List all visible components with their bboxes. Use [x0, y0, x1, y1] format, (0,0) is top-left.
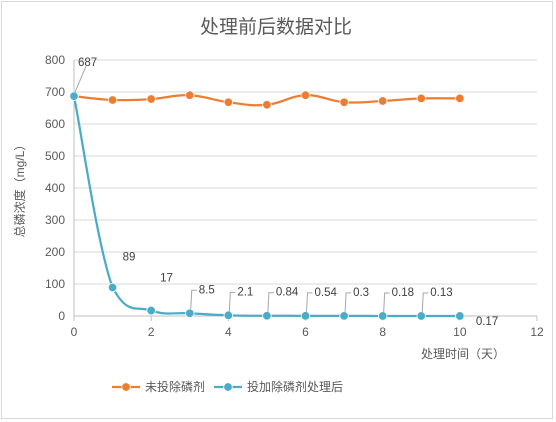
data-label-leader	[190, 289, 197, 310]
y-tick-label: 600	[45, 117, 65, 131]
series-group	[69, 90, 465, 321]
y-tick-label: 400	[45, 181, 65, 195]
data-label: 0.54	[315, 287, 338, 299]
series-1-point	[300, 90, 311, 100]
y-tick-label: 300	[45, 213, 65, 227]
data-label: 0.13	[430, 287, 452, 299]
x-tick-label: 0	[71, 325, 78, 339]
data-label-leader	[383, 292, 390, 312]
data-label-leader	[344, 292, 352, 312]
series-2-point	[377, 311, 388, 321]
data-label: 8.5	[199, 284, 215, 296]
data-label: 17	[160, 273, 173, 285]
legend-label: 投加除磷剂处理后	[247, 379, 343, 394]
data-label: 0.84	[276, 287, 299, 299]
x-tick-label: 4	[225, 325, 232, 339]
x-tick-label: 12	[530, 325, 544, 339]
data-label-leader	[74, 65, 87, 93]
y-tick-labels: 0 100 200 300 400 500 600 700 800	[45, 53, 65, 323]
series-2-point	[69, 91, 79, 101]
data-label-leader	[267, 292, 274, 312]
series-line-2	[72, 95, 460, 318]
gridlines	[74, 59, 537, 285]
series-1-point	[107, 95, 118, 105]
x-axis-label: 处理时间（天）	[421, 347, 505, 361]
series-1-point	[339, 97, 349, 107]
data-label: 2.1	[237, 286, 253, 298]
data-label-leader	[228, 291, 236, 312]
chart-title: 处理前后数据对比	[200, 16, 352, 38]
x-tick-label: 2	[148, 325, 155, 339]
series-2-point	[146, 305, 156, 316]
series-1-point	[262, 100, 272, 110]
series-2-point	[223, 310, 234, 321]
legend-swatch-marker	[223, 382, 233, 392]
x-tick-label: 6	[302, 325, 309, 339]
data-label: 0.17	[476, 316, 498, 328]
series-2-point	[107, 282, 118, 293]
legend-label: 未投除磷剂	[145, 379, 205, 394]
data-labels: 687 89 17 8.5 2.1 0.84 0.54 0.3 0.18 0.13 0.17	[74, 57, 498, 328]
series-1-point	[146, 94, 156, 104]
series-2-point	[300, 311, 311, 321]
data-label: 0.18	[392, 287, 414, 299]
data-label: 89	[123, 252, 136, 264]
series-2-point	[455, 311, 465, 321]
data-label: 0.3	[353, 287, 369, 299]
y-tick-label: 500	[45, 149, 65, 163]
x-tick-labels: 0 2 4 6 8 10 12	[71, 325, 544, 339]
x-tick-label: 8	[379, 325, 386, 339]
series-2-point	[262, 311, 272, 321]
y-axis-label: 总磷浓度（mg/L）	[12, 139, 27, 238]
y-tick-label: 800	[45, 53, 65, 67]
series-1-point	[377, 96, 388, 106]
y-tick-label: 100	[45, 277, 65, 291]
y-tick-label: 700	[45, 85, 65, 99]
series-2-point	[339, 311, 349, 321]
y-tick-label: 0	[58, 309, 65, 323]
data-label-leader	[421, 292, 429, 312]
series-1-point	[416, 93, 426, 104]
x-tick-label: 10	[453, 325, 467, 339]
series-2-point	[185, 308, 195, 318]
legend-swatch-marker	[121, 382, 131, 392]
series-2-point	[416, 311, 426, 321]
series-1-point	[455, 93, 465, 104]
data-label-leader	[306, 292, 313, 312]
data-label: 687	[78, 57, 97, 69]
series-1-point	[223, 97, 234, 107]
series-1-point	[185, 90, 195, 100]
legend: 未投除磷剂 投加除磷剂处理后	[112, 379, 343, 394]
y-tick-label: 200	[45, 245, 65, 259]
